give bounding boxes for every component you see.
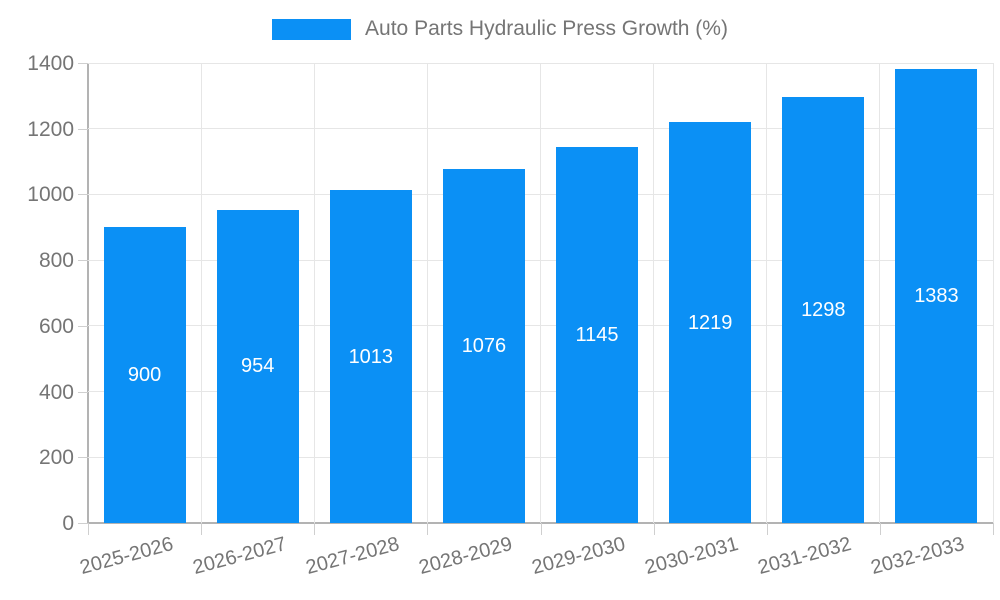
x-axis-tick — [427, 523, 429, 535]
x-axis-tick — [653, 523, 655, 535]
y-axis-line — [87, 63, 89, 524]
y-axis-tick — [78, 457, 88, 459]
y-axis-tick — [78, 325, 88, 327]
bar[interactable] — [329, 190, 412, 523]
bar[interactable] — [216, 209, 299, 523]
y-axis-tick-label: 800 — [38, 249, 74, 273]
y-axis-tick — [78, 523, 88, 524]
legend-label: Auto Parts Hydraulic Press Growth (%) — [365, 17, 728, 40]
bar[interactable] — [556, 146, 639, 523]
x-axis-tick — [766, 523, 768, 535]
legend-swatch — [272, 18, 352, 40]
y-axis-tick-label: 0 — [62, 512, 74, 535]
y-axis-tick-label: 1200 — [27, 117, 74, 141]
bar-value-label: 1298 — [801, 298, 846, 321]
gridline-vertical — [879, 63, 881, 523]
x-axis-tick — [540, 523, 542, 535]
x-axis-tick — [201, 523, 203, 535]
y-axis-tick — [78, 63, 88, 64]
bar-value-label: 1076 — [461, 335, 507, 358]
y-axis-tick-label: 400 — [38, 380, 74, 404]
gridline-vertical — [653, 63, 655, 523]
x-axis-tick — [314, 523, 316, 535]
bar-value-label: 1013 — [348, 345, 394, 368]
plot-area: 900 954 1013 1076 1145 1219 1298 1383 — [88, 62, 994, 523]
x-axis-tick — [879, 523, 881, 535]
y-axis-tick — [78, 128, 88, 130]
bar[interactable] — [103, 227, 186, 523]
y-axis-tick-label: 1000 — [27, 183, 74, 207]
y-axis-tick — [78, 194, 88, 196]
bar-value-label: 900 — [127, 364, 162, 387]
bar-value-label: 954 — [241, 355, 275, 378]
bar[interactable] — [669, 122, 752, 523]
gridline-vertical — [200, 63, 202, 523]
bar[interactable] — [782, 96, 865, 523]
gridline-vertical — [540, 63, 541, 523]
legend-item[interactable]: Auto Parts Hydraulic Press Growth (%) — [272, 17, 728, 41]
gridline-vertical — [426, 63, 428, 523]
y-axis-tick-label: 600 — [38, 314, 74, 338]
y-axis-tick-label: 1400 — [27, 52, 74, 75]
gridline-vertical — [313, 63, 315, 523]
gridline-vertical — [992, 63, 994, 523]
x-axis-tick — [88, 523, 89, 535]
bar-value-label: 1383 — [914, 284, 959, 307]
y-axis-tick — [78, 391, 88, 393]
bar-value-label: 1219 — [687, 311, 733, 334]
bar[interactable] — [442, 169, 525, 523]
gridline-vertical — [766, 63, 768, 523]
y-axis-tick — [78, 260, 88, 262]
legend: Auto Parts Hydraulic Press Growth (%) — [0, 17, 1000, 41]
bar[interactable] — [895, 68, 978, 523]
bar-value-label: 1145 — [575, 323, 619, 346]
y-axis-tick-label: 200 — [38, 446, 74, 470]
x-axis-tick — [993, 523, 994, 535]
